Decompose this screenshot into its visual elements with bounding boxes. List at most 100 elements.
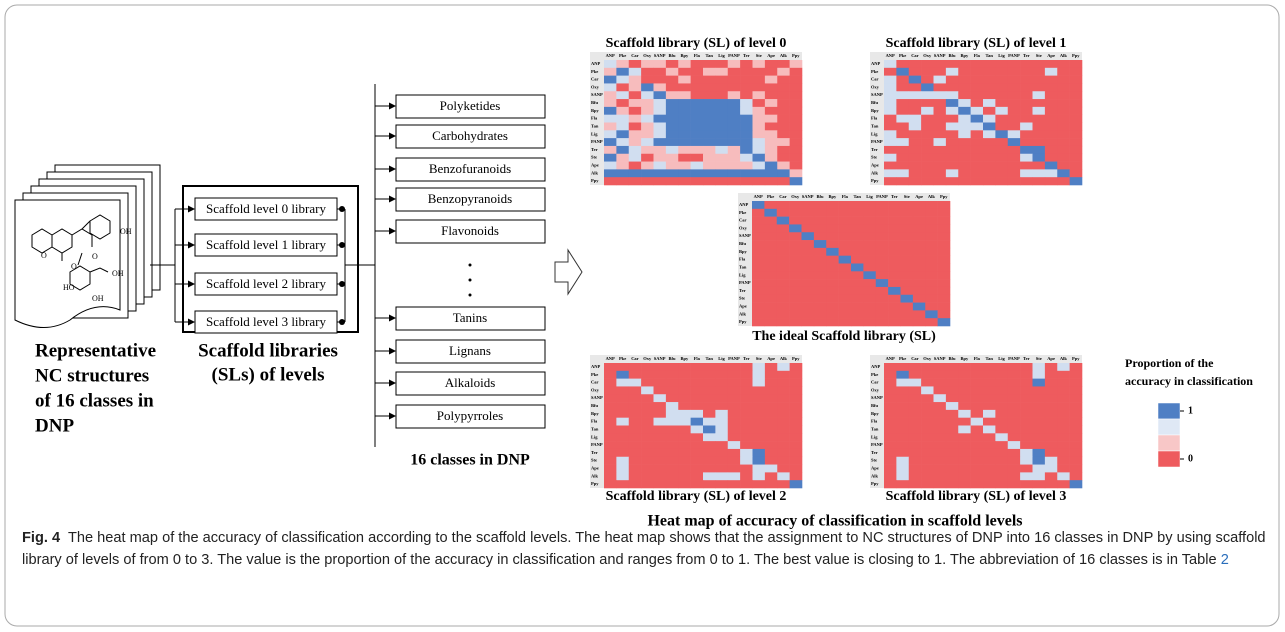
- column-label: Alk: [1060, 53, 1068, 58]
- heatmap-cell: [641, 426, 654, 434]
- heatmap-cell: [1070, 146, 1083, 154]
- heatmap-cell: [641, 472, 654, 480]
- heatmap-cell: [839, 248, 852, 256]
- heatmap-cell: [740, 99, 753, 107]
- heatmap-cell: [777, 201, 790, 209]
- heatmap-cell: [839, 279, 852, 287]
- heatmap-cell: [802, 232, 815, 240]
- ellipsis-dot: [469, 264, 472, 267]
- heatmap-cell: [983, 394, 996, 402]
- heatmap-cell: [1045, 394, 1058, 402]
- heatmap-cell: [1045, 402, 1058, 410]
- column-label: Lig: [998, 53, 1005, 58]
- heatmap-cell: [1045, 426, 1058, 434]
- heatmap-cell: [604, 123, 617, 131]
- heatmap-cell: [629, 83, 642, 91]
- heatmap-cell: [678, 177, 691, 185]
- column-label: Alk: [780, 53, 788, 58]
- heatmap-cell: [1008, 138, 1021, 146]
- heatmap-cell: [876, 279, 889, 287]
- heatmap-cell: [753, 138, 766, 146]
- heatmap-cell: [752, 287, 765, 295]
- heatmap-cell: [728, 379, 741, 387]
- heatmap-cell: [678, 449, 691, 457]
- heatmap-cell: [925, 318, 938, 326]
- column-label: Car: [631, 53, 639, 58]
- column-label: Ter: [891, 194, 898, 199]
- heatmap-cell: [777, 232, 790, 240]
- heatmap-cell: [934, 138, 947, 146]
- heatmap-cell: [715, 480, 728, 488]
- heatmap-cell: [691, 68, 704, 76]
- heatmap-cell: [777, 138, 790, 146]
- heatmap-cell: [740, 76, 753, 84]
- heatmap-cell: [752, 318, 765, 326]
- heatmap-cell: [1033, 154, 1046, 162]
- heatmap-cell: [934, 115, 947, 123]
- heatmap-cell: [715, 418, 728, 426]
- heatmap-cell: [983, 107, 996, 115]
- heatmap-cell: [958, 379, 971, 387]
- row-label: SANP: [591, 92, 603, 97]
- heatmap-cell: [616, 169, 629, 177]
- heatmap-cell: [666, 426, 679, 434]
- heatmap-cell: [666, 169, 679, 177]
- heatmap-cell: [703, 177, 716, 185]
- heatmap-cell: [715, 363, 728, 371]
- heatmap-cell: [909, 123, 922, 131]
- heatmap-cell: [1020, 91, 1033, 99]
- heatmap-cell: [753, 394, 766, 402]
- heatmap-cell: [629, 363, 642, 371]
- caption-link[interactable]: 2: [1221, 552, 1229, 568]
- heatmap-cell: [654, 138, 667, 146]
- heatmap-cell: [715, 472, 728, 480]
- heatmap-cell: [641, 76, 654, 84]
- heatmap-cell: [777, 83, 790, 91]
- heatmap-cell: [629, 410, 642, 418]
- heatmap-cell: [946, 379, 959, 387]
- heatmap-cell: [1020, 386, 1033, 394]
- heatmap-cell: [765, 379, 778, 387]
- heatmap-cell: [814, 240, 827, 248]
- heatmap-cell: [616, 441, 629, 449]
- heatmap-cell: [790, 402, 803, 410]
- heatmap-cell: [678, 457, 691, 465]
- heatmap-cell: [946, 371, 959, 379]
- heatmap-cell: [921, 410, 934, 418]
- heatmap-cell: [863, 279, 876, 287]
- atom-label: O: [41, 251, 47, 260]
- heatmap-cell: [1008, 418, 1021, 426]
- row-label: Ste: [871, 458, 877, 463]
- heatmap-cell: [896, 426, 909, 434]
- heatmap-cell: [1070, 371, 1083, 379]
- scaffold-label: Scaffold level 1 library: [206, 237, 326, 252]
- row-label: Pke: [591, 372, 598, 377]
- heatmap-cell: [1057, 146, 1070, 154]
- column-label: Oxy: [923, 356, 932, 361]
- heatmap-cell: [715, 83, 728, 91]
- heatmap-cell: [1020, 123, 1033, 131]
- heatmap-cell: [703, 123, 716, 131]
- heatmap-cell: [995, 426, 1008, 434]
- heatmap-cell: [995, 130, 1008, 138]
- heatmap-cell: [863, 209, 876, 217]
- heatmap-cell: [921, 371, 934, 379]
- heatmap-cell: [728, 107, 741, 115]
- column-label: Fla: [974, 356, 981, 361]
- heatmap-cell: [896, 107, 909, 115]
- heatmap-cell: [1057, 433, 1070, 441]
- heatmap-cell: [1033, 402, 1046, 410]
- heatmap-cell: [995, 441, 1008, 449]
- heatmap-cell: [765, 433, 778, 441]
- row-label: Ape: [739, 304, 747, 309]
- heatmap-cell: [884, 386, 897, 394]
- heatmap-cell: [1057, 115, 1070, 123]
- heatmap-cell: [901, 271, 914, 279]
- row-label: Ppy: [591, 481, 599, 486]
- heatmap-cell: [934, 169, 947, 177]
- heatmap-cell: [934, 162, 947, 170]
- heatmap-cell: [946, 426, 959, 434]
- heatmap-cell: [740, 60, 753, 68]
- heatmap-cell: [946, 123, 959, 131]
- heatmap-cell: [790, 60, 803, 68]
